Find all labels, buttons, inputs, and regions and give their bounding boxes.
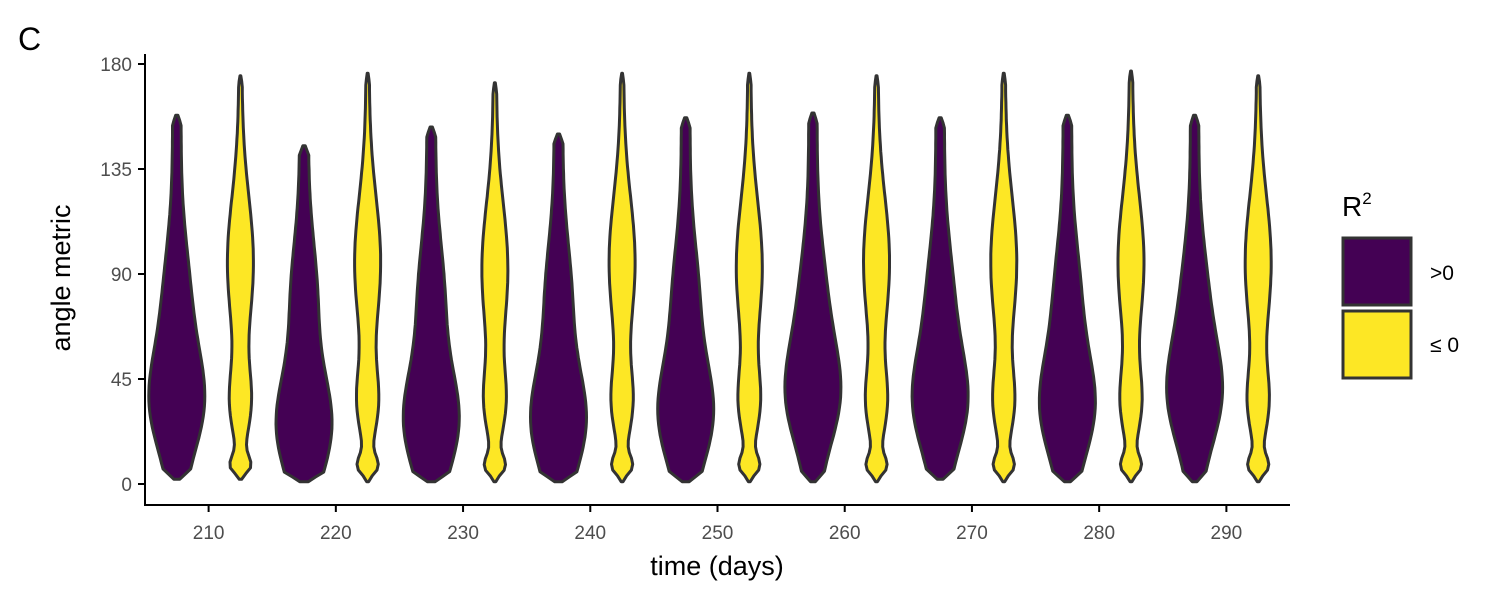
violin-positive-207.5 [147,113,207,481]
x-tick-label: 230 [447,523,479,544]
violin-nonpositive-222.5 [353,71,383,484]
violin-positive-267.5 [910,116,970,481]
x-axis-ticks: 210 220 230 240 250 260 270 280 290 [193,505,1242,544]
x-tick-label: 280 [1083,523,1115,544]
y-tick-label: 90 [111,265,132,286]
violin-positive-237.5 [529,132,588,484]
violin-positive-247.5 [656,116,716,484]
violin-positive-217.5 [274,144,334,484]
legend: R2 >0 ≤ 0 [1341,189,1459,380]
y-axis-title: angle metric [46,204,76,351]
legend-swatch-positive [1341,236,1413,307]
legend-title: R2 [1342,189,1372,222]
violin-nonpositive-282.5 [1116,69,1146,484]
x-axis-title: time (days) [650,551,784,581]
legend-title-superscript: 2 [1362,189,1371,208]
violin-nonpositive-212.5 [225,74,255,481]
y-tick-label: 0 [121,475,132,496]
violin-nonpositive-272.5 [989,71,1019,484]
violin-positive-277.5 [1037,113,1097,484]
violin-positive-227.5 [401,125,461,484]
x-tick-label: 220 [320,523,352,544]
panel-label: C [18,21,41,57]
y-tick-label: 135 [100,160,132,181]
x-tick-label: 290 [1211,523,1243,544]
violin-nonpositive-232.5 [480,81,510,484]
legend-swatch-nonpositive [1341,309,1413,380]
violin-positive-257.5 [783,111,843,484]
violin-nonpositive-262.5 [862,74,891,484]
x-tick-label: 210 [193,523,225,544]
violin-layer [147,69,1273,484]
legend-label-positive: >0 [1430,262,1454,285]
x-tick-label: 270 [956,523,988,544]
legend-label-nonpositive: ≤ 0 [1430,334,1459,357]
y-axis-ticks: 0 45 90 135 180 [100,55,145,496]
y-tick-label: 45 [111,370,132,391]
x-tick-label: 240 [574,523,606,544]
x-tick-label: 260 [829,523,861,544]
violin-positive-287.5 [1165,113,1225,484]
y-tick-label: 180 [100,55,132,76]
violin-nonpositive-242.5 [607,71,637,484]
legend-title-base: R [1342,191,1362,222]
x-tick-label: 250 [702,523,734,544]
violin-nonpositive-292.5 [1243,74,1273,484]
violin-nonpositive-252.5 [734,71,764,484]
